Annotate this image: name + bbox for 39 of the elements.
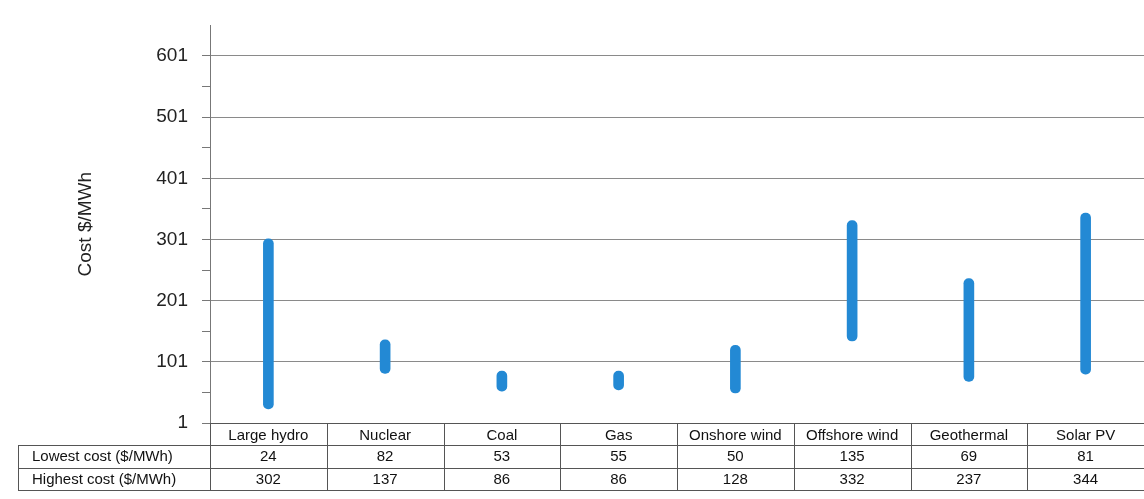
text: 69: [960, 446, 978, 464]
x-tick-label: Offshore wind: [805, 426, 899, 444]
x-tick-label: Geothermal: [929, 426, 1009, 444]
y-tick-label: 601: [156, 44, 188, 66]
text: 332: [839, 469, 865, 487]
y-tick-label: 501: [156, 105, 188, 127]
x-tick-label: Solar PV: [1056, 426, 1116, 444]
text: 137: [372, 469, 398, 487]
bar: [730, 344, 741, 394]
bar: [963, 278, 975, 382]
x-tick-label: Onshore wind: [689, 426, 782, 444]
text: 24: [260, 446, 277, 464]
text: 81: [1077, 446, 1094, 464]
text: Lowest cost ($/MWh): [32, 446, 173, 464]
text: 237: [956, 469, 982, 487]
y-tick-label: 201: [156, 288, 188, 310]
text: 128: [722, 469, 748, 487]
bar: [846, 220, 858, 342]
bar: [263, 238, 274, 410]
text: 50: [727, 446, 744, 464]
x-tick-label: Nuclear: [359, 426, 411, 444]
y-tick-label: 1: [177, 411, 188, 433]
x-tick-label: Gas: [604, 426, 633, 444]
text: 82: [376, 446, 394, 464]
text: 53: [493, 446, 511, 464]
x-tick-label: Coal: [486, 426, 518, 444]
text: 135: [839, 446, 865, 464]
text: 55: [610, 446, 627, 464]
text: 86: [493, 469, 511, 487]
y-tick-label: 101: [156, 350, 188, 372]
y-tick-label: 401: [156, 166, 188, 188]
x-tick-label: Large hydro: [228, 426, 309, 444]
text: Highest cost ($/MWh): [32, 469, 177, 487]
y-axis-title: Cost $/MWh: [73, 171, 95, 277]
text: 302: [255, 469, 281, 487]
y-tick-label: 301: [156, 227, 188, 249]
bar: [1080, 212, 1091, 375]
text: 344: [1073, 469, 1099, 487]
text: 86: [610, 469, 627, 487]
